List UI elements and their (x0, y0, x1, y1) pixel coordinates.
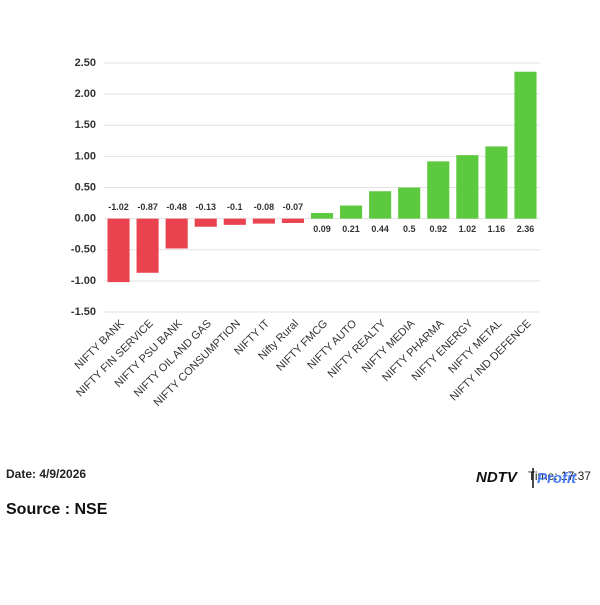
y-tick-label: 1.50 (75, 119, 96, 131)
value-label: 0.21 (342, 224, 360, 234)
date: Date: 4/9/2026 (6, 467, 86, 481)
bar (369, 191, 392, 219)
y-tick-label: 2.50 (75, 57, 96, 69)
value-label: 2.36 (517, 224, 535, 234)
bar (310, 213, 334, 219)
value-label: 0.92 (430, 224, 448, 234)
value-label: 0.44 (371, 224, 389, 234)
bar (136, 218, 159, 273)
value-label: -0.08 (254, 202, 275, 212)
value-label: 1.02 (459, 224, 477, 234)
y-tick-label: 0.50 (75, 181, 96, 193)
bar (281, 218, 304, 223)
value-label: 0.5 (403, 224, 416, 234)
y-tick-label: -1.50 (71, 306, 96, 318)
bar (107, 218, 130, 283)
bar (252, 218, 275, 224)
y-tick-label: 0.00 (75, 213, 96, 225)
logo-profit: Profit (537, 470, 577, 487)
source: Source : NSE (6, 501, 108, 518)
bar (398, 187, 421, 219)
logo-ndtv: NDTV (476, 469, 519, 486)
bar (340, 205, 363, 219)
bar (514, 71, 537, 219)
bar (485, 146, 508, 219)
y-tick-label: 1.00 (75, 150, 96, 162)
bar (427, 161, 450, 219)
time: Time: 17:37 (528, 469, 591, 483)
value-label: -0.48 (166, 202, 187, 212)
value-label: 0.09 (313, 224, 331, 234)
value-label: -0.07 (283, 202, 304, 212)
bar (165, 218, 188, 249)
bar (223, 218, 246, 225)
value-label: -0.13 (195, 202, 216, 212)
y-tick-label: -1.00 (71, 275, 96, 287)
bar (456, 155, 479, 219)
y-tick-label: 2.00 (75, 88, 96, 100)
y-tick-label: -0.50 (71, 244, 96, 256)
value-label: -0.87 (137, 202, 158, 212)
value-label: -1.02 (108, 202, 129, 212)
value-label: -0.1 (227, 202, 243, 212)
value-label: 1.16 (488, 224, 506, 234)
bar (194, 218, 217, 227)
